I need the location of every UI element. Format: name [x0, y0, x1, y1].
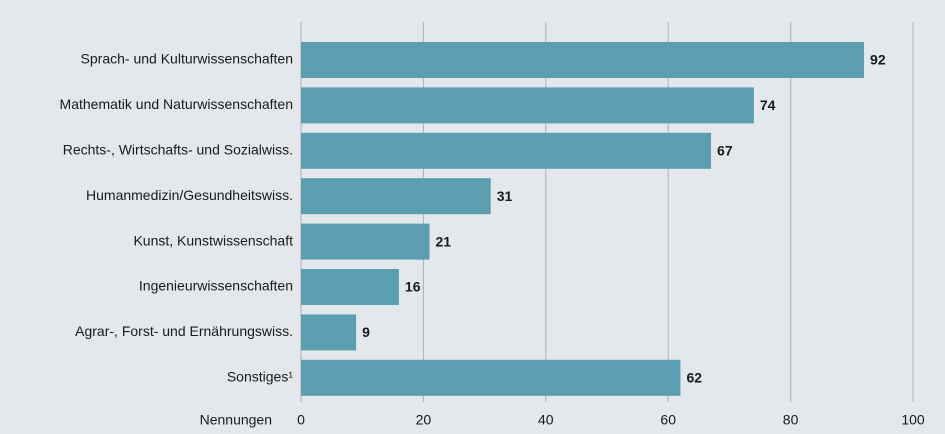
bar	[301, 42, 865, 78]
x-tick-label: 60	[660, 412, 676, 428]
x-axis-label: Nennungen	[200, 412, 272, 428]
y-tick-label: Mathematik und Naturwissenschaften	[60, 96, 293, 112]
y-tick-label: Sprach- und Kulturwissenschaften	[81, 51, 293, 67]
x-tick-label: 80	[783, 412, 799, 428]
value-label: 21	[436, 233, 452, 249]
bar	[301, 314, 357, 351]
x-tick-label: 20	[416, 412, 432, 428]
value-label: 9	[362, 324, 370, 340]
value-label: 92	[870, 52, 886, 68]
bar	[301, 132, 712, 169]
value-label: 62	[686, 370, 702, 386]
y-tick-label: Rechts-, Wirtschafts- und Sozialwiss.	[63, 142, 293, 158]
x-tick-label: 40	[538, 412, 554, 428]
x-tick-label: 0	[297, 412, 305, 428]
bar	[301, 269, 399, 305]
value-label: 31	[497, 188, 513, 204]
y-tick-label: Kunst, Kunstwissenschaft	[133, 232, 293, 248]
bar	[301, 359, 681, 396]
bar	[301, 87, 754, 124]
y-tick-label: Sonstiges¹	[227, 369, 293, 385]
bar	[301, 223, 430, 260]
value-label: 16	[405, 279, 421, 295]
bar	[301, 178, 491, 215]
y-tick-label: Humanmedizin/Gesundheitswiss.	[86, 187, 293, 203]
value-label: 74	[760, 97, 776, 113]
x-tick-label: 100	[901, 412, 925, 428]
y-tick-label: Agrar-, Forst- und Ernährungswiss.	[75, 323, 293, 339]
y-tick-label: Ingenieurwissenschaften	[139, 278, 293, 294]
value-label: 67	[717, 143, 733, 159]
